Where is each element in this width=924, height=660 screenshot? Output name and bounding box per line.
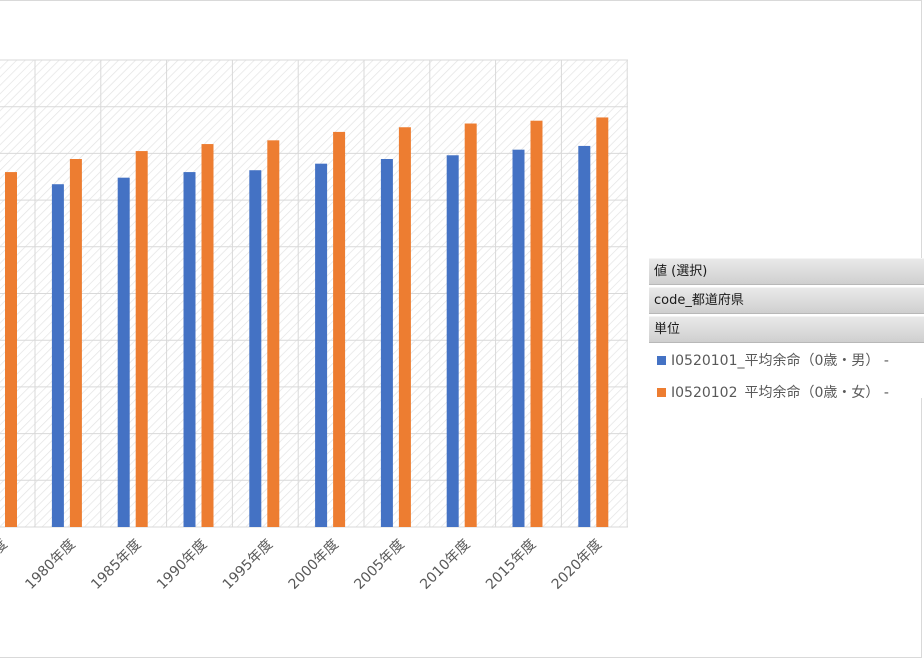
- legend-label-male: I0520101_平均余命（0歳・男） -: [671, 353, 889, 369]
- legend-label-female: I0520102_平均余命（0歳・女） -: [671, 385, 889, 398]
- bar-female: [135, 151, 148, 527]
- category-label: 2000年度: [286, 537, 342, 593]
- bar-male: [117, 177, 130, 527]
- category-label: 1995年度: [220, 537, 276, 593]
- bar-female: [69, 159, 82, 527]
- category-label: 1990年度: [154, 537, 210, 593]
- bar-male: [249, 170, 262, 527]
- legend-swatch-male: [657, 356, 666, 365]
- bar-male: [446, 155, 459, 527]
- legend-swatch-female: [657, 388, 666, 397]
- bar-female: [398, 127, 411, 528]
- category-label: 1985年度: [88, 537, 144, 593]
- legend-field-value[interactable]: 値 (選択): [649, 258, 924, 285]
- bar-female: [333, 131, 346, 527]
- bar-female: [596, 117, 609, 527]
- bar-female: [201, 144, 214, 527]
- category-label: 2005年度: [351, 537, 407, 593]
- bar-male: [315, 163, 328, 527]
- category-label: 1980年度: [22, 537, 78, 593]
- legend-entry-female[interactable]: I0520102_平均余命（0歳・女） -: [649, 377, 924, 398]
- bar-male: [512, 149, 525, 527]
- bar-female-partial: [5, 172, 17, 527]
- bar-male: [183, 172, 196, 527]
- gridlines: [0, 59, 628, 528]
- category-label: 2015年度: [483, 537, 539, 593]
- category-label-partial: 度: [0, 537, 11, 558]
- bar-male: [380, 159, 393, 527]
- category-label: 2010年度: [417, 537, 473, 593]
- category-axis-labels: 度 1980年度 1985年度 1990年度 1995年度 2000年度 2005年度 201…: [0, 537, 605, 593]
- legend-entry-male[interactable]: I0520101_平均余命（0歳・男） -: [649, 345, 924, 377]
- bar-male: [578, 145, 591, 528]
- legend-field-unit[interactable]: 単位: [649, 316, 924, 343]
- bar-female: [464, 123, 477, 528]
- bar-series: [5, 117, 609, 528]
- bar-female: [530, 120, 543, 528]
- legend: 値 (選択) code_都道府県 単位 I0520101_平均余命（0歳・男） …: [649, 258, 924, 398]
- category-label: 2020年度: [549, 537, 605, 593]
- bar-female: [267, 140, 280, 527]
- legend-field-code[interactable]: code_都道府県: [649, 287, 924, 314]
- bar-male: [51, 184, 64, 528]
